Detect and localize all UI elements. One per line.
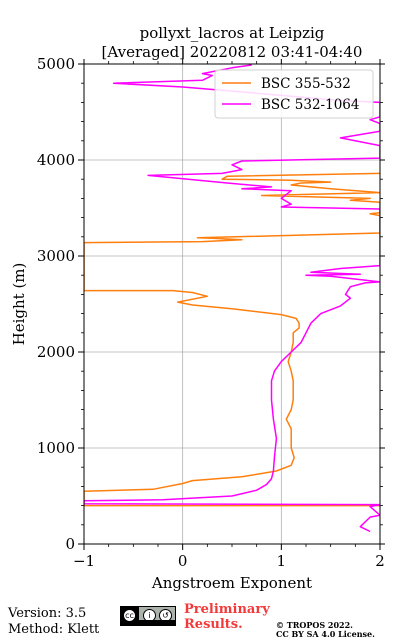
cc-license-badge: cc i ↺ xyxy=(120,606,176,626)
x-tick-label: −1 xyxy=(73,552,95,570)
series-layer xyxy=(84,64,380,533)
chart-subtitle: [Averaged] 20220812 03:41-04:40 xyxy=(102,43,363,61)
preliminary-notice: Preliminary Results. xyxy=(184,602,270,632)
series-line-bsc-532-1064 xyxy=(84,64,380,533)
license-line-2: CC BY SA 4.0 License. xyxy=(276,629,375,639)
x-tick-label: 2 xyxy=(375,552,385,570)
y-tick-label: 2000 xyxy=(37,343,75,361)
license-text: © TROPOS 2022. CC BY SA 4.0 License. xyxy=(276,621,375,639)
chart-title: pollyxt_lacros at Leipzig xyxy=(140,24,325,42)
y-tick-label: 4000 xyxy=(37,151,75,169)
y-tick-label: 1000 xyxy=(37,439,75,457)
cc-icon: cc xyxy=(123,609,136,622)
y-tick-label: 0 xyxy=(65,535,75,553)
legend-label-bsc-355-532: BSC 355-532 xyxy=(261,76,351,92)
method-text: Method: Klett xyxy=(8,622,100,637)
footer-info: Version: 3.5 Method: Klett xyxy=(8,606,99,638)
sa-icon: ↺ xyxy=(159,609,172,622)
y-tick-label: 3000 xyxy=(37,247,75,265)
legend-box xyxy=(214,69,374,119)
preliminary-line-1: Preliminary xyxy=(184,602,270,617)
legend: BSC 355-532 BSC 532-1064 xyxy=(214,69,374,119)
series-line-bsc-355-532 xyxy=(84,172,380,507)
x-tick-label: 0 xyxy=(178,552,188,570)
version-text: Version: 3.5 xyxy=(8,606,87,621)
license-line-1: © TROPOS 2022. xyxy=(276,620,353,630)
legend-label-bsc-532-1064: BSC 532-1064 xyxy=(261,97,359,113)
x-axis-label: Angstroem Exponent xyxy=(151,574,312,592)
grid xyxy=(83,63,381,545)
y-tick-label: 5000 xyxy=(37,55,75,73)
plot-frame xyxy=(83,63,381,545)
y-axis-label: Height (m) xyxy=(10,263,28,346)
preliminary-line-2: Results. xyxy=(184,617,243,632)
x-tick-label: 1 xyxy=(277,552,287,570)
